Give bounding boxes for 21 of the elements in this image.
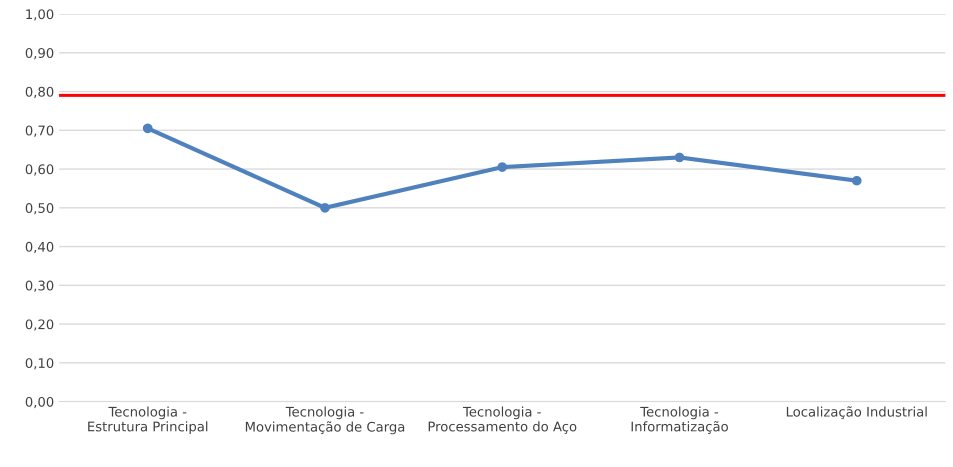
point bbox=[852, 176, 862, 186]
y-tick-label: 0,00 bbox=[26, 396, 54, 408]
y-tick-label: 0,70 bbox=[26, 126, 54, 137]
y-tick-label: 0,50 bbox=[26, 203, 54, 214]
y-tick-label: 0,10 bbox=[26, 358, 54, 370]
x-tick-label: Tecnologia - Movimentação de Carga bbox=[246, 406, 404, 434]
point bbox=[142, 123, 153, 134]
y-tick-label: 0,90 bbox=[26, 48, 54, 60]
y-tick-label: 0,40 bbox=[26, 242, 54, 254]
y-tick-label: 0,30 bbox=[26, 280, 54, 292]
y-tick-label: 1,00 bbox=[26, 9, 54, 21]
point bbox=[497, 162, 508, 172]
y-tick-label: 0,60 bbox=[26, 164, 54, 176]
point bbox=[320, 202, 330, 213]
point bbox=[674, 152, 684, 162]
y-tick-label: 0,20 bbox=[26, 319, 54, 331]
x-tick-label: Tecnologia - Estrutura Principal bbox=[88, 406, 208, 434]
x-tick-label: Localização Industrial bbox=[786, 406, 927, 420]
y-tick-label: 0,80 bbox=[26, 86, 54, 98]
x-tick-label: Tecnologia - Informatização bbox=[632, 406, 728, 434]
x-tick-label: Tecnologia - Processamento do Aço bbox=[428, 406, 576, 434]
